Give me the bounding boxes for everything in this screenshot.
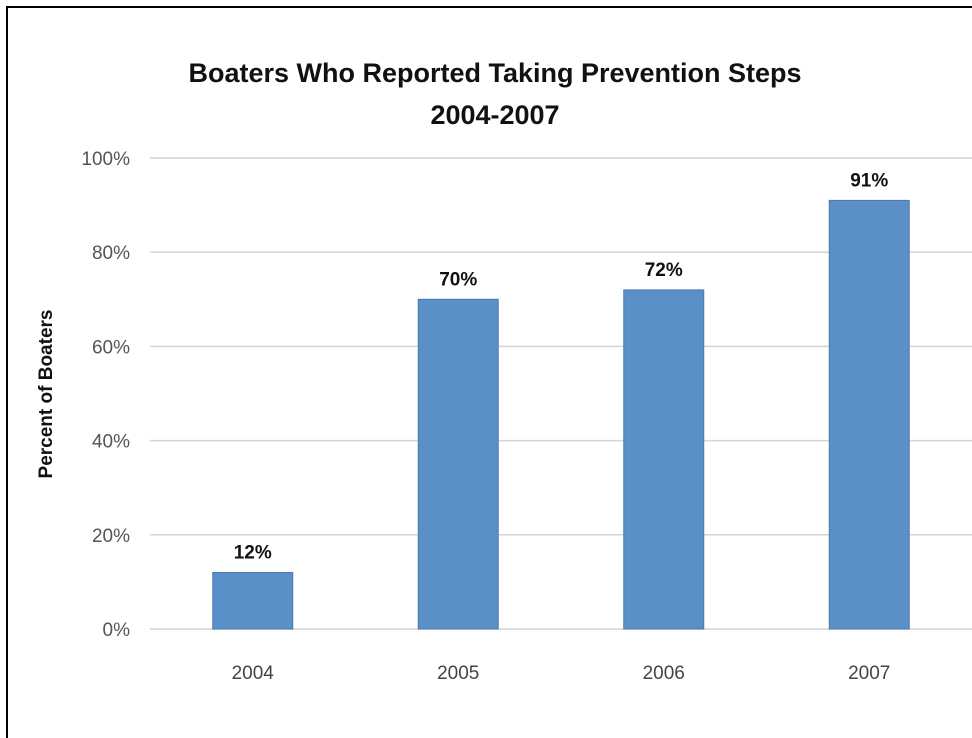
bar <box>212 571 294 630</box>
y-tick-label: 0% <box>103 620 131 641</box>
data-label: 12% <box>234 542 272 563</box>
y-tick-label: 60% <box>92 337 130 358</box>
y-tick-label: 20% <box>92 526 130 547</box>
x-tick-label: 2004 <box>232 663 275 684</box>
x-tick-label: 2007 <box>848 663 890 684</box>
data-labels: 12% 70% 72% 91% <box>234 170 889 563</box>
data-label: 72% <box>645 260 683 281</box>
bar <box>417 298 499 630</box>
bar <box>828 199 910 630</box>
y-tick-label: 80% <box>92 243 130 264</box>
chart-title: Boaters Who Reported Taking Prevention S… <box>188 58 802 88</box>
y-axis-label: Percent of Boaters <box>36 310 57 479</box>
data-label: 70% <box>439 269 477 290</box>
x-tick-label: 2006 <box>643 663 685 684</box>
data-label: 91% <box>850 170 888 191</box>
y-tick-labels: 0% 20% 40% 60% 80% 100% <box>81 149 130 641</box>
x-tick-label: 2005 <box>437 663 479 684</box>
y-tick-label: 40% <box>92 432 130 453</box>
bars <box>212 199 910 630</box>
chart-subtitle: 2004-2007 <box>430 100 560 130</box>
bar <box>623 289 705 630</box>
x-tick-labels: 2004 2005 2006 2007 <box>232 663 891 684</box>
chart-frame <box>6 6 972 738</box>
y-tick-label: 100% <box>81 149 130 170</box>
